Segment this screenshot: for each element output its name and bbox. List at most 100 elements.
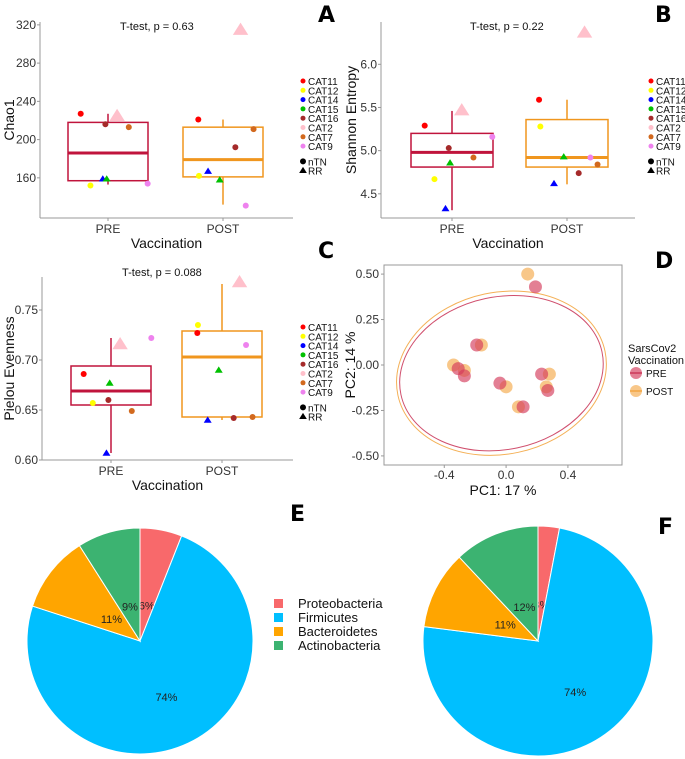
y-tick-label: 280	[16, 56, 36, 70]
pca-point-pre	[528, 280, 542, 294]
legend-shape-circle	[300, 158, 306, 165]
pie-slice-label: 11%	[495, 619, 516, 631]
x-axis-title: Vaccination	[472, 235, 543, 251]
legend-swatch-cat7	[300, 134, 306, 140]
legend-label: CAT7	[308, 379, 333, 390]
y-tick-label: 320	[16, 18, 36, 32]
legend-shape-triangle	[299, 412, 307, 420]
y-tick-label: 6.0	[360, 57, 377, 71]
box-iqr	[410, 132, 494, 168]
data-point-cat11-pre	[77, 110, 84, 117]
legend-label: nTN	[656, 157, 675, 168]
box-post	[181, 284, 263, 420]
data-point-cat9-post	[243, 342, 250, 348]
data-point-cat9-post	[587, 154, 594, 161]
y-axis-title: Pielou Evenness	[1, 316, 17, 420]
legend-swatch-cat11	[300, 324, 306, 330]
legend-label: CAT11	[308, 77, 338, 88]
data-point-cat9-pre	[148, 335, 155, 341]
box-iqr	[182, 126, 264, 178]
legend-swatch-cat16	[648, 115, 654, 121]
data-point-cat9-pre	[489, 133, 496, 140]
y-axis-title: PC2: 14 %	[342, 332, 358, 399]
data-point-cat11-post	[195, 116, 202, 123]
legend-label: CAT14	[656, 96, 685, 107]
legend-swatch-cat7	[300, 380, 306, 386]
legend-label: CAT15	[308, 351, 339, 362]
y-tick-label: 0.00	[356, 358, 380, 372]
pie-slice-bacteroidetes	[31, 544, 142, 642]
pie-legend-label: Firmicutes	[298, 610, 358, 625]
panel-letter: B	[655, 3, 672, 28]
legend-label: nTN	[308, 403, 327, 414]
legend-swatch-cat12	[648, 87, 654, 93]
data-point-cat16-post	[232, 144, 239, 151]
legend-label: CAT7	[308, 133, 333, 144]
pie-slice-firmicutes	[26, 535, 254, 755]
legend-label: CAT16	[308, 114, 339, 125]
legend-label: CAT15	[308, 105, 339, 116]
legend-label: CAT11	[656, 77, 685, 88]
plot-frame	[383, 264, 623, 466]
y-tick-label: 0.25	[356, 313, 380, 327]
data-point-cat7-pre	[128, 408, 135, 414]
data-point-cat11-post	[536, 96, 543, 103]
y-tick-label: 0.75	[15, 303, 39, 317]
pie-slice-label: 11%	[101, 614, 122, 626]
pie-slice-label: 74%	[564, 687, 586, 699]
legend-swatch-cat11	[648, 78, 654, 84]
x-tick-label: PRE	[440, 222, 465, 236]
legend-swatch-cat12	[300, 87, 306, 93]
legend-swatch-cat14	[300, 343, 306, 349]
x-tick-label: POST	[207, 222, 240, 236]
legend-shape-triangle	[299, 166, 307, 174]
data-point-cat2-pre	[109, 108, 125, 121]
box-pre	[70, 338, 152, 453]
x-tick-label: PRE	[99, 464, 124, 478]
pca-point-pre	[470, 338, 484, 352]
legend-swatch-cat16	[300, 115, 306, 121]
data-point-cat14-post	[203, 416, 212, 423]
pie-slice-bacteroidetes	[423, 556, 540, 642]
legend-label: CAT14	[308, 342, 339, 353]
x-axis-title: PC1: 17 %	[470, 482, 537, 498]
legend-label: CAT9	[308, 388, 333, 399]
pie-slice-firmicutes	[422, 527, 654, 757]
legend-swatch-cat9	[300, 143, 306, 149]
data-point-cat7-pre	[125, 124, 132, 131]
legend-label: nTN	[308, 157, 327, 168]
legend-swatch-cat9	[300, 389, 306, 395]
pie-slice-label: 12%	[513, 602, 535, 614]
data-point-cat16-post	[575, 170, 582, 177]
panel-letter: C	[318, 239, 334, 264]
box-post	[525, 99, 609, 185]
data-point-cat12-post	[195, 172, 202, 179]
data-point-cat2-pre	[454, 103, 470, 116]
x-tick-label: PRE	[96, 222, 121, 236]
data-point-cat14-post	[204, 167, 213, 174]
data-point-cat15-pre	[105, 379, 114, 386]
data-point-cat11-post	[194, 330, 201, 336]
legend-label: CAT12	[308, 86, 339, 97]
legend-swatch-cat2	[300, 371, 306, 376]
legend-swatch-cat15	[300, 352, 306, 358]
data-point-cat16-pre	[102, 121, 109, 128]
legend-shape-triangle	[647, 166, 655, 174]
x-tick-label: 0.0	[498, 468, 515, 482]
pie-slice-label: 6%	[139, 600, 155, 612]
legend-swatch-cat15	[300, 106, 306, 112]
confidence-ellipse-post	[396, 290, 607, 456]
pie-slice-actinobacteria	[78, 527, 141, 643]
panel-b-shannon-boxplot: 4.5 5.0 5.5 6.0 PRE POST Vaccination Shannon En…	[343, 3, 685, 251]
legend-swatch-cat12	[300, 333, 306, 339]
data-point-cat14-pre	[102, 449, 111, 456]
legend-label: CAT7	[656, 133, 681, 144]
panel-e-pie-chart: 6% 74% 11%9% E	[26, 502, 305, 755]
x-axis-title: Vaccination	[132, 477, 203, 493]
data-point-cat9-post	[242, 202, 249, 209]
y-tick-label: 0.70	[15, 353, 39, 367]
